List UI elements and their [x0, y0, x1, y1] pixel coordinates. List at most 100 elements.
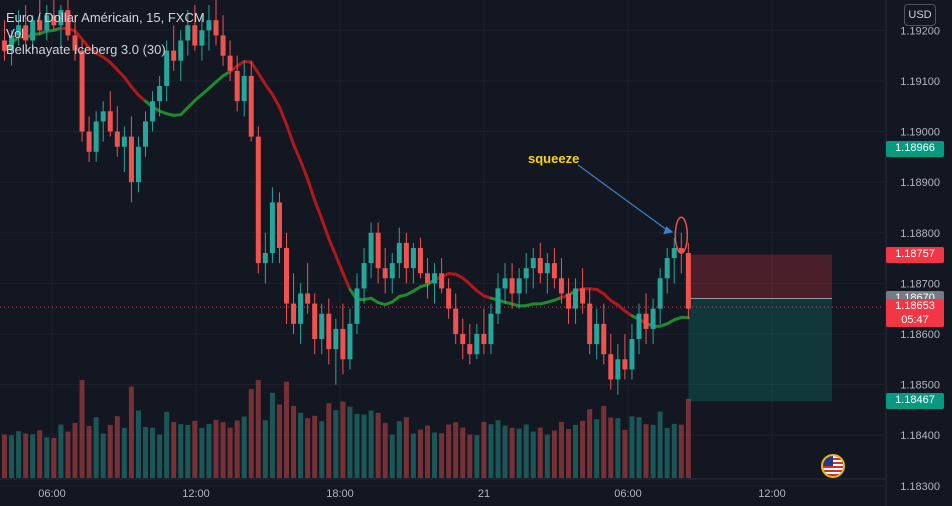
volume-bar [375, 412, 381, 478]
candle-body [171, 50, 177, 61]
candle-body [213, 20, 219, 36]
volume-bar [114, 416, 120, 478]
volume-bar [558, 421, 564, 478]
volume-bar [368, 410, 374, 478]
candle-body [150, 101, 156, 122]
ma-segment [313, 198, 324, 221]
candle-body [636, 313, 642, 340]
candle-body [615, 359, 621, 380]
x-tick-label: 12:00 [758, 488, 786, 500]
ma-segment [122, 75, 133, 89]
volume-bar [551, 430, 557, 478]
volume-bar [657, 411, 663, 478]
ma-segment [320, 217, 331, 240]
volume-bar [248, 389, 254, 478]
volume-bar [474, 435, 480, 478]
volume-bar [37, 430, 43, 478]
volume-bar [403, 417, 409, 478]
volume-bar [241, 416, 247, 478]
squeeze-ellipse [674, 216, 689, 255]
candle-body [326, 313, 332, 350]
volume-bar [382, 422, 388, 478]
candle-body [333, 328, 339, 350]
take-profit-zone [688, 298, 832, 402]
volume-bar [467, 434, 473, 478]
candle-body [2, 40, 7, 51]
y-tick-label: 1.18900 [900, 177, 940, 189]
candle-body [319, 313, 325, 340]
volume-bar [9, 435, 15, 478]
us-flag-icon[interactable] [821, 454, 845, 478]
ma-segment [270, 92, 281, 109]
price-tag-countdown: 05:47 [901, 314, 929, 327]
candle-body [537, 258, 543, 274]
x-tick-label: 12:00 [182, 488, 210, 500]
price-tag-value: 1.18966 [895, 141, 935, 154]
volume-bar [262, 420, 268, 478]
candle-body [128, 136, 134, 183]
candle-body [594, 323, 600, 345]
volume-bar [347, 406, 353, 478]
volume-bar [206, 423, 212, 478]
volume-bar [389, 434, 395, 478]
volume-bar [573, 424, 579, 478]
ma-segment [327, 236, 338, 258]
volume-bar [30, 434, 36, 478]
price-tag: 1.18757 [886, 246, 944, 263]
candle-body [72, 35, 78, 51]
candle-body [439, 273, 445, 289]
candle-body [558, 278, 564, 294]
candle-body [629, 339, 635, 370]
candle-body [86, 131, 92, 152]
candle-body [199, 30, 205, 46]
candle-body [580, 288, 586, 304]
candlesticks [2, 0, 691, 395]
candle-body [566, 293, 571, 309]
volume-bar [333, 410, 339, 478]
volume-bar [107, 424, 113, 478]
candle-body [340, 328, 346, 360]
candle-body [382, 268, 388, 279]
candle-body [467, 344, 473, 355]
candle-body [192, 25, 198, 46]
x-tick-label: 06:00 [38, 488, 66, 500]
candle-body [23, 25, 29, 41]
volume-bar [121, 427, 127, 478]
candle-body [114, 131, 120, 147]
y-tick-label: 1.18500 [900, 380, 940, 392]
volume-bar [488, 424, 494, 478]
candle-body [446, 288, 452, 309]
ma-segment [602, 292, 613, 303]
candle-body [347, 323, 353, 360]
ma-segment [299, 159, 310, 181]
candle-body [178, 40, 184, 61]
candle-body [678, 247, 684, 253]
volume-bar [608, 417, 614, 478]
volume-bar [629, 416, 635, 478]
candle-body [403, 242, 409, 269]
candle-body [417, 247, 423, 274]
volume-bar [685, 398, 691, 478]
volume-bar [636, 417, 642, 478]
volume-bar [587, 409, 593, 478]
volume-bar [220, 422, 226, 478]
volume-bar [544, 434, 550, 478]
candle-body [121, 136, 127, 147]
candle-body [291, 303, 297, 324]
price-tag-value: 1.18653 [895, 300, 935, 313]
volume-bar [298, 412, 304, 478]
volume-bar [319, 421, 325, 478]
volume-bar [178, 424, 184, 478]
candle-body [16, 25, 22, 36]
currency-button[interactable]: USD [904, 4, 936, 26]
volume-bar [417, 429, 423, 478]
x-tick-label: 21 [478, 488, 490, 500]
ma-segment [256, 71, 267, 86]
volume-bar [615, 418, 621, 478]
ma-segment [334, 254, 345, 275]
ma-segment [249, 60, 260, 75]
candle-body [509, 278, 515, 294]
volume-bar [65, 431, 71, 478]
y-tick-label: 1.19000 [900, 127, 940, 139]
